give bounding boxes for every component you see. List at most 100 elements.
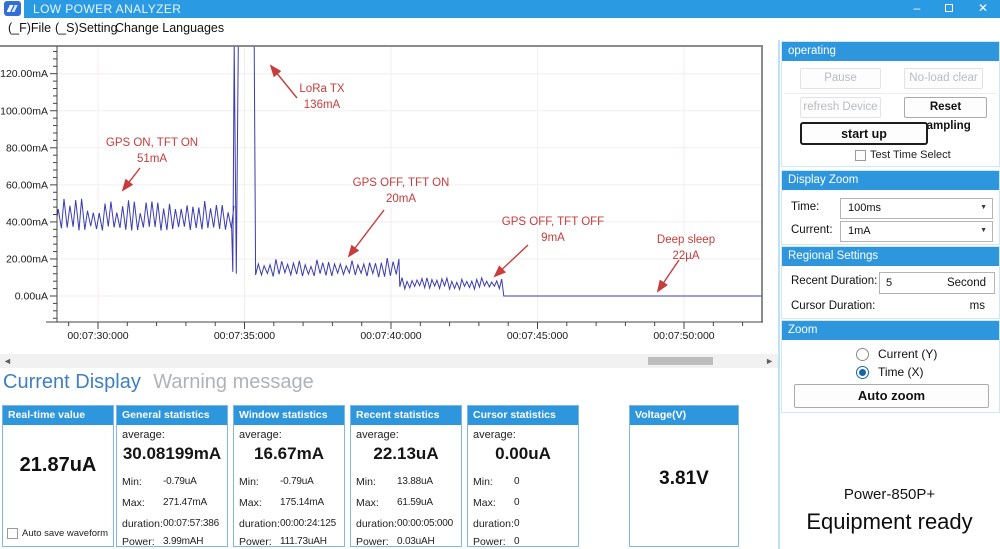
- device-status: Equipment ready: [806, 509, 973, 534]
- general-statistics-panel: General statistics average: 30.08199mA M…: [116, 405, 228, 548]
- x-axis-tick-label: 00:07:45:000: [507, 330, 568, 342]
- annotation-arrow: [347, 209, 385, 258]
- max-value: 61.59uA: [397, 497, 433, 508]
- radio-unselected-icon[interactable]: [856, 347, 869, 361]
- duration-value: 0: [514, 518, 520, 529]
- separator: [784, 93, 997, 94]
- duration-label: duration:: [239, 518, 280, 530]
- regional-settings-title: Regional Settings: [782, 247, 999, 266]
- time-zoom-value: 100ms: [848, 202, 882, 214]
- duration-label: duration:: [473, 518, 514, 530]
- annotation-label: 136mA: [304, 99, 341, 111]
- minimize-button[interactable]: –: [904, 1, 930, 17]
- realtime-value-panel: Real-time value 21.87uA Auto save wavefo…: [2, 405, 114, 547]
- test-time-select-checkbox[interactable]: [855, 149, 866, 161]
- scrollbar-thumb[interactable]: [648, 357, 713, 365]
- annotation-label: LoRa TX: [299, 83, 345, 95]
- start-up-button[interactable]: start up: [800, 122, 928, 145]
- power-value: 0.03uAH: [397, 536, 435, 547]
- duration-value: 00:07:57:386: [163, 518, 219, 529]
- pause-button[interactable]: Pause: [800, 68, 881, 89]
- zoom-title: Zoom: [782, 321, 999, 340]
- gridlines: [58, 47, 761, 321]
- current-label: Current:: [791, 224, 833, 236]
- max-label: Max:: [122, 497, 145, 509]
- radio-selected-icon[interactable]: [856, 365, 869, 379]
- scroll-right-icon[interactable]: ►: [765, 356, 774, 366]
- dropdown-caret-icon: ▼: [980, 227, 987, 234]
- power-label: Power:: [122, 536, 155, 548]
- recent-duration-input[interactable]: 5 Second: [879, 272, 995, 294]
- y-axis-tick-label: 100.00mA: [0, 105, 48, 117]
- panel-title: Voltage(V): [630, 406, 738, 425]
- reset-sampling-button[interactable]: Reset sampling: [904, 97, 987, 132]
- waveform-chart[interactable]: 120.00mA 100.00mA 80.00mA 60.00mA 40.00mA 20.…: [0, 44, 778, 352]
- operating-section: operating Pause No-load clear refresh De…: [781, 41, 1000, 167]
- annotation-label: Deep sleep: [657, 234, 715, 246]
- menu-change-languages[interactable]: Change Languages: [115, 21, 225, 35]
- min-value: 0: [514, 476, 520, 487]
- average-value: 30.08199mA: [122, 444, 222, 463]
- recent-statistics-panel: Recent statistics average: 22.13uA Min: …: [350, 405, 462, 548]
- time-label: Time:: [791, 201, 820, 213]
- annotation-label: 22µA: [672, 250, 699, 262]
- display-zoom-section: Display Zoom Time: 100ms ▼ Current: 1mA …: [781, 170, 1000, 245]
- average-label: average:: [473, 429, 516, 441]
- tab-warning-message[interactable]: Warning message: [153, 371, 314, 393]
- auto-zoom-button[interactable]: Auto zoom: [794, 384, 989, 408]
- min-value: -0.79uA: [280, 476, 314, 487]
- zoom-current-option[interactable]: Current (Y): [856, 347, 937, 361]
- duration-value: 00:00:24:125: [280, 518, 336, 529]
- max-value: 175.14mA: [280, 497, 324, 508]
- duration-label: duration:: [356, 518, 397, 530]
- recent-duration-unit: Second: [946, 277, 986, 289]
- menu-file[interactable]: (_F)File: [8, 21, 52, 35]
- power-value: 0: [514, 536, 520, 547]
- current-zoom-select[interactable]: 1mA ▼: [840, 221, 993, 242]
- min-value: 13.88uA: [397, 476, 433, 487]
- maximize-button[interactable]: [936, 1, 962, 17]
- test-time-select-label: Test Time Select: [870, 149, 951, 161]
- bottom-tabs: Current Display Warning message: [3, 371, 322, 401]
- tab-current-display[interactable]: Current Display: [3, 371, 141, 393]
- x-axis-tick-label: 00:07:35:000: [214, 330, 275, 342]
- annotation-label: GPS OFF, TFT ON: [353, 177, 450, 189]
- average-value: 16.67mA: [254, 444, 324, 463]
- duration-value: 00:00:05:000: [397, 518, 453, 529]
- scroll-left-icon[interactable]: ◄: [3, 356, 12, 366]
- menu-setting[interactable]: (_S)Setting: [55, 21, 118, 35]
- power-label: Power:: [239, 536, 272, 548]
- close-button[interactable]: ✕: [970, 1, 996, 17]
- no-load-clear-button[interactable]: No-load clear: [904, 68, 983, 89]
- recent-duration-label: Recent Duration:: [791, 275, 878, 287]
- refresh-device-button[interactable]: refresh Device: [800, 97, 881, 118]
- chart-horizontal-scrollbar[interactable]: ◄ ►: [0, 354, 778, 368]
- average-label: average:: [239, 429, 282, 441]
- panel-title: Window statistics: [234, 406, 344, 425]
- window-statistics-panel: Window statistics average: 16.67mA Min: …: [233, 405, 345, 548]
- annotation-arrow: [269, 64, 298, 99]
- current-zoom-value: 1mA: [848, 225, 871, 237]
- device-model: Power-850P+: [843, 486, 936, 503]
- x-axis-tick-label: 00:07:30:000: [67, 330, 128, 342]
- menu-bar: (_F)File (_S)Setting Change Languages: [0, 18, 1000, 42]
- panel-title: Cursor statistics: [468, 406, 578, 425]
- x-axis-tick-label: 00:07:40:000: [360, 330, 421, 342]
- panel-title: General statistics: [117, 406, 227, 425]
- power-label: Power:: [356, 536, 389, 548]
- current-waveform: [57, 46, 762, 297]
- time-zoom-select[interactable]: 100ms ▼: [840, 198, 993, 219]
- operating-title: operating: [782, 42, 999, 61]
- y-axis-tick-label: 120.00mA: [0, 68, 48, 80]
- average-value: 22.13uA: [373, 444, 439, 463]
- realtime-value: 21.87uA: [19, 454, 97, 476]
- annotation-label: 51mA: [137, 153, 167, 165]
- annotation-arrow: [121, 167, 141, 192]
- min-label: Min:: [239, 476, 259, 488]
- cursor-duration-unit: ms: [969, 300, 985, 312]
- zoom-section: Zoom Current (Y) Time (X) Auto zoom: [781, 320, 1000, 413]
- zoom-time-option[interactable]: Time (X): [856, 365, 924, 379]
- auto-save-waveform-checkbox[interactable]: [7, 528, 18, 539]
- max-label: Max:: [239, 497, 262, 509]
